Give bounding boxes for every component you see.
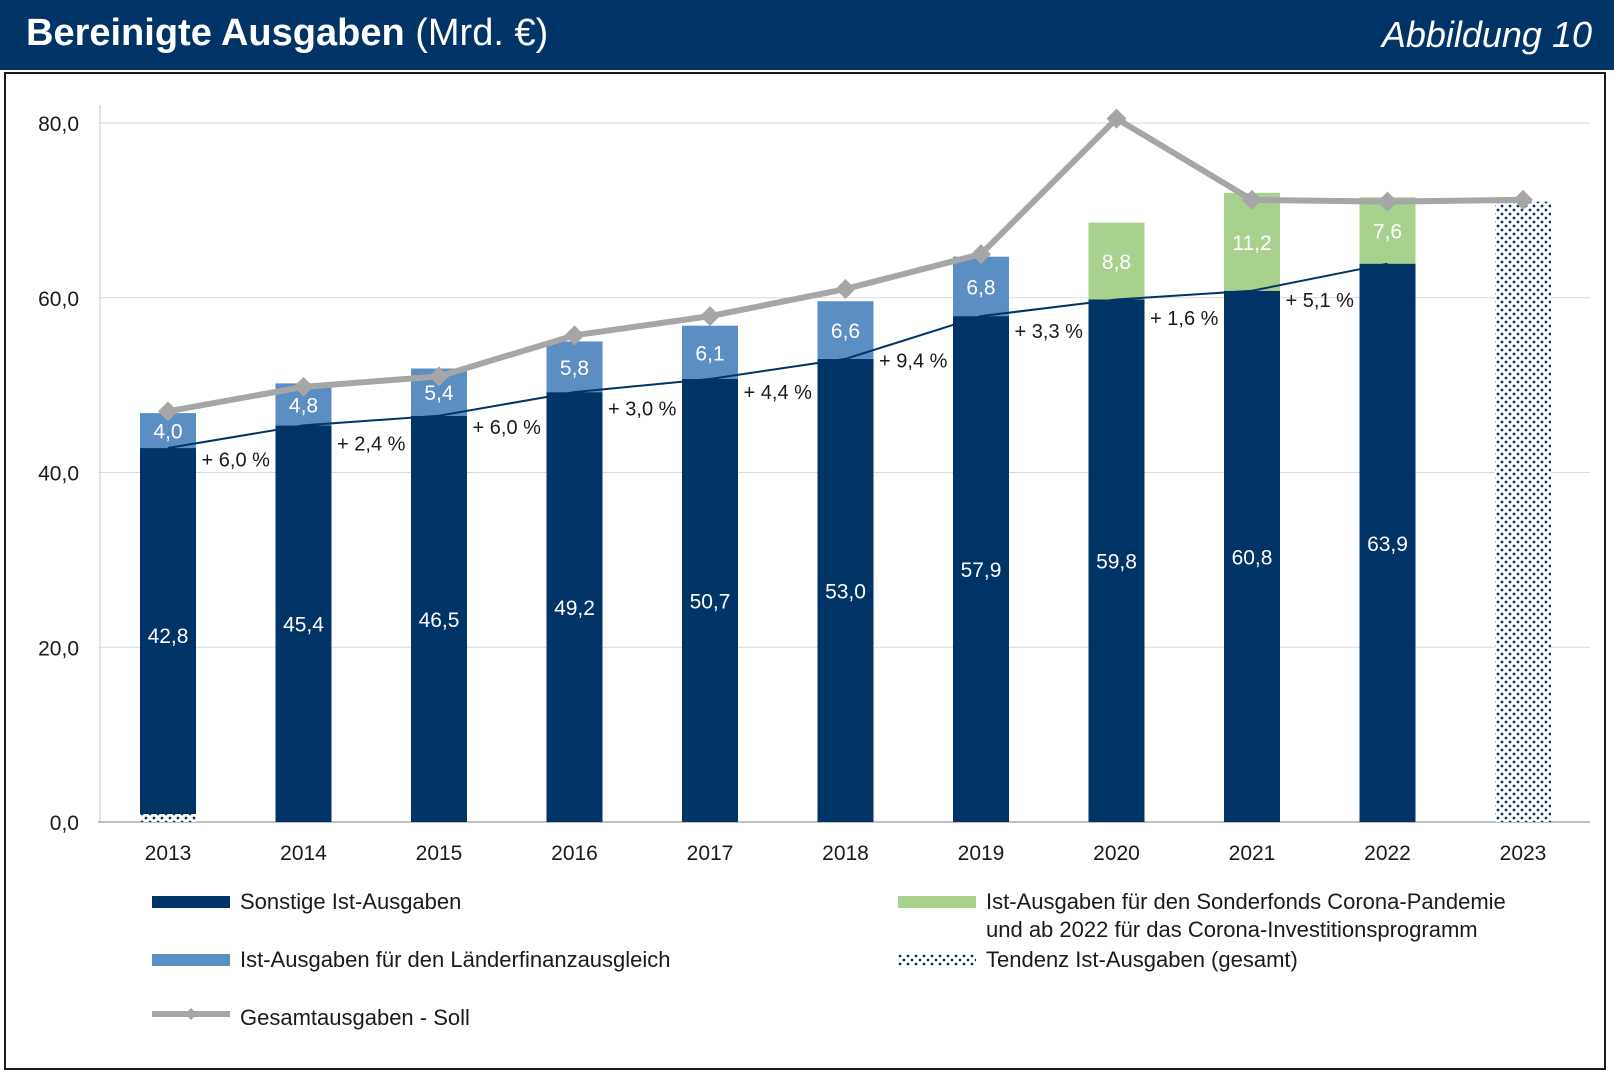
- bar-tendenz-marker: [140, 814, 196, 822]
- bar-sonstige: [546, 392, 603, 822]
- data-label-sonstige: 42,8: [148, 625, 189, 648]
- x-tick-label: 2015: [416, 842, 463, 865]
- x-tick-label: 2018: [822, 842, 869, 865]
- soll-point: [971, 244, 991, 265]
- chart-title: Bereinigte Ausgaben (Mrd. €): [26, 12, 548, 55]
- data-label-sonderfonds: 8,8: [1102, 251, 1131, 274]
- data-label-sonstige: 53,0: [825, 580, 866, 603]
- data-label-sonderfonds: 11,2: [1232, 232, 1271, 255]
- title-main: Bereinigte Ausgaben: [26, 12, 405, 54]
- growth-annotation: + 3,0 %: [608, 399, 677, 421]
- soll-point: [1242, 189, 1262, 210]
- soll-point: [1106, 108, 1127, 129]
- data-label-sonderfonds: 7,6: [1373, 220, 1402, 243]
- bar-laenderfinanzausgleich: [953, 256, 1009, 317]
- bar-laenderfinanzausgleich: [546, 341, 603, 393]
- y-tick-label: 80,0: [38, 113, 79, 136]
- bar-sonstige: [140, 448, 196, 822]
- x-tick-label: 2019: [958, 842, 1005, 865]
- bar-sonderfonds: [1088, 222, 1145, 300]
- soll-point: [564, 325, 585, 346]
- bar-laenderfinanzausgleich: [817, 301, 874, 359]
- soll-point: [700, 306, 720, 327]
- data-label-sonstige: 50,7: [690, 591, 731, 614]
- data-label-laenderfinanzausgleich: 6,1: [695, 342, 724, 365]
- legend-label-dotted: Tendenz Ist-Ausgaben (gesamt): [986, 947, 1298, 972]
- growth-annotation: + 1,6 %: [1150, 308, 1219, 330]
- x-tick-label: 2020: [1093, 842, 1140, 865]
- growth-annotation: + 9,4 %: [879, 351, 948, 373]
- bar-sonstige: [1088, 299, 1145, 822]
- bar-sonstige: [953, 316, 1009, 822]
- header-bar: Bereinigte Ausgaben (Mrd. €) Abbildung 1…: [0, 0, 1614, 70]
- bar-sonstige: [411, 415, 467, 822]
- data-label-laenderfinanzausgleich: 6,6: [831, 320, 860, 343]
- growth-line: + 6,0 % + 2,4 % + 6,0 % + 3,0 % + 4,4 % + 9,4…: [167, 262, 1388, 472]
- data-label-laenderfinanzausgleich: 4,8: [289, 394, 318, 417]
- legend-label-green: Ist-Ausgaben für den Sonderfonds Corona-…: [986, 889, 1506, 914]
- chart-frame: [4, 72, 1606, 1070]
- x-tick-label: 2017: [687, 842, 734, 865]
- data-label-sonstige: 60,8: [1232, 546, 1273, 569]
- figure-label: Abbildung 10: [1381, 14, 1592, 55]
- growth-annotation: + 3,3 %: [1015, 321, 1084, 343]
- data-label-laenderfinanzausgleich: 6,8: [966, 276, 995, 299]
- data-label-sonstige: 49,2: [554, 597, 595, 620]
- growth-annotation: + 6,0 %: [473, 417, 542, 439]
- soll-point: [1377, 191, 1398, 212]
- soll-point: [429, 366, 449, 387]
- growth-connector-line: [167, 262, 1388, 450]
- x-tick-label: 2016: [551, 842, 598, 865]
- axes: 0,0 20,0 40,0 60,0 80,0 2013 2014 2015 2016 2017 2…: [38, 105, 1590, 865]
- legend-swatch-green: [898, 896, 976, 908]
- y-tick-label: 60,0: [38, 288, 79, 311]
- bar-sonstige: [682, 379, 738, 822]
- data-label-sonstige: 59,8: [1096, 551, 1137, 574]
- data-label-sonstige: 63,9: [1367, 533, 1408, 556]
- growth-annotation: + 5,1 %: [1286, 290, 1355, 312]
- x-tick-label: 2021: [1229, 842, 1276, 865]
- legend-swatch-dark: [152, 896, 230, 908]
- legend-swatch-light: [152, 954, 230, 966]
- soll-point: [158, 401, 178, 422]
- bar-tendenz: [1495, 201, 1551, 822]
- y-tick-label: 20,0: [38, 637, 79, 660]
- data-label-laenderfinanzausgleich: 4,0: [153, 421, 182, 444]
- soll-point: [1513, 189, 1533, 210]
- legend-label-light: Ist-Ausgaben für den Länderfinanzausglei…: [240, 947, 671, 972]
- y-tick-label: 40,0: [38, 463, 79, 486]
- data-label-sonstige: 57,9: [961, 559, 1002, 582]
- data-label-laenderfinanzausgleich: 5,8: [560, 357, 589, 380]
- soll-point: [835, 279, 856, 300]
- legend-swatch-dotted: [898, 954, 976, 966]
- soll-point: [293, 376, 314, 397]
- data-label-sonstige: 45,4: [283, 614, 324, 637]
- data-label-laenderfinanzausgleich: 5,4: [424, 382, 454, 405]
- x-tick-label: 2013: [145, 842, 192, 865]
- soll-line: [158, 108, 1533, 422]
- legend-label-green: und ab 2022 für das Corona-Investitionsp…: [986, 917, 1478, 942]
- title-unit: (Mrd. €): [404, 12, 549, 54]
- x-tick-label: 2023: [1500, 842, 1547, 865]
- legend-label-dark: Sonstige Ist-Ausgaben: [240, 889, 462, 914]
- growth-annotation: + 6,0 %: [202, 450, 271, 472]
- x-tick-label: 2014: [280, 842, 327, 865]
- growth-annotation: + 2,4 %: [337, 434, 406, 456]
- bar-sonstige: [275, 425, 332, 822]
- y-tick-label: 0,0: [50, 812, 79, 835]
- growth-annotation: + 4,4 %: [744, 382, 813, 404]
- data-label-sonstige: 46,5: [419, 609, 460, 632]
- bars: [140, 192, 1551, 823]
- bar-sonstige: [817, 358, 874, 822]
- x-tick-label: 2022: [1364, 842, 1411, 865]
- bar-sonstige: [1224, 290, 1280, 822]
- bar-sonstige: [1359, 263, 1416, 823]
- data-labels: 42,8 4,0 45,4 4,8 46,5 5,4 49,2 5,8 50,7 6,1 53,0 6…: [148, 220, 1408, 648]
- legend-label-line: Gesamtausgaben - Soll: [240, 1005, 470, 1030]
- bar-laenderfinanzausgleich: [682, 325, 738, 380]
